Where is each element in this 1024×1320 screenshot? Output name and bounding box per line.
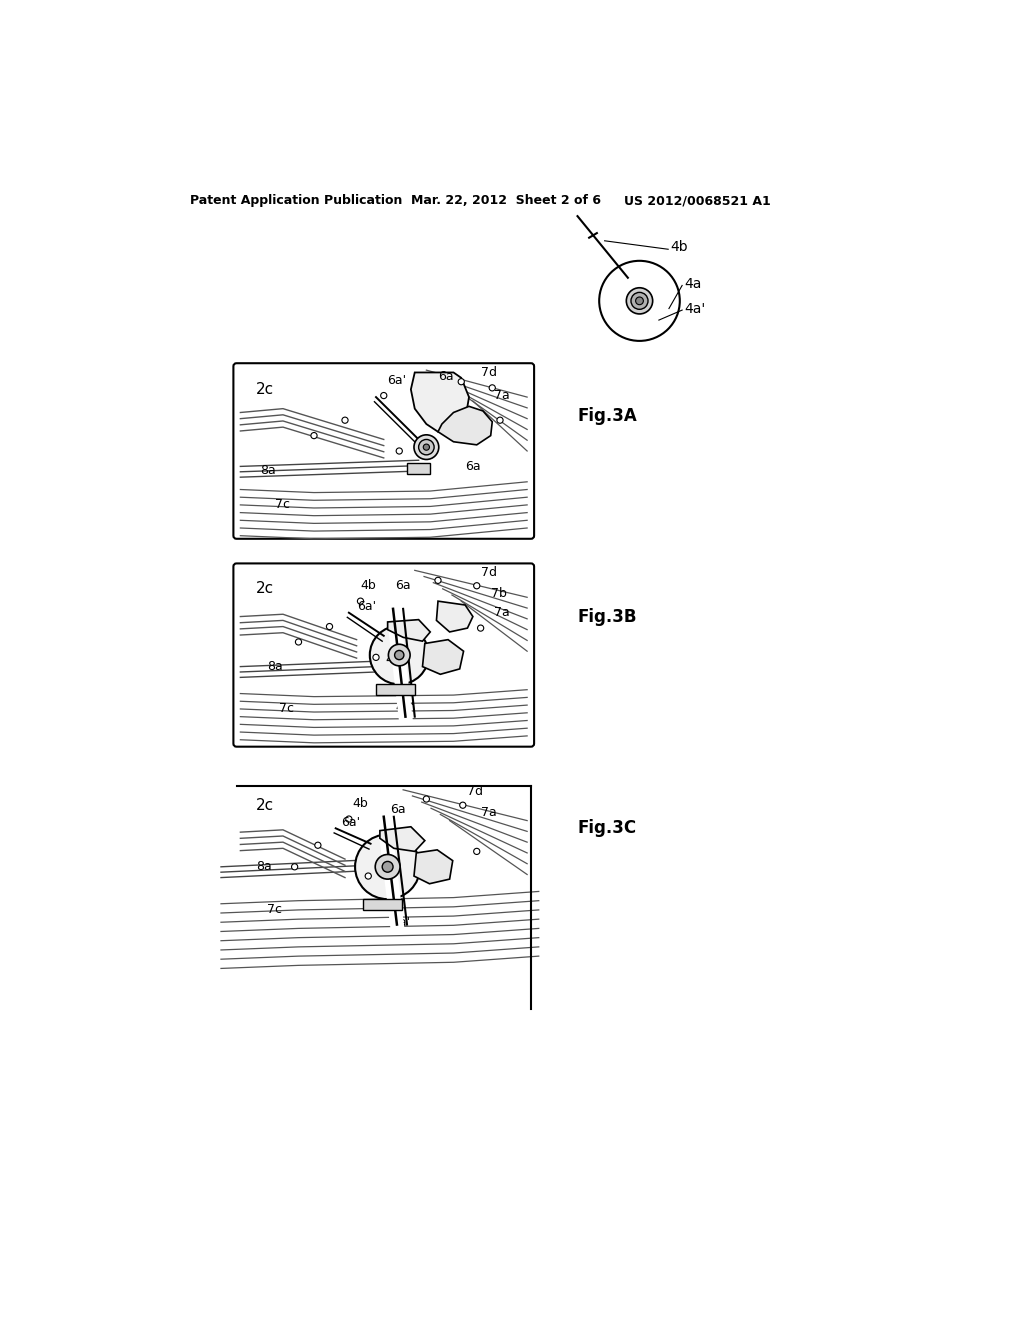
Circle shape [327,623,333,630]
Circle shape [295,639,302,645]
Text: 6a: 6a [438,370,454,383]
Text: 2c: 2c [256,797,274,813]
Circle shape [435,577,441,583]
Text: 7a: 7a [480,807,497,820]
Text: 4a: 4a [376,866,391,879]
Circle shape [346,816,352,822]
Text: 8a: 8a [256,861,271,874]
Text: 6a': 6a' [341,816,360,829]
Text: 6a': 6a' [356,601,376,612]
Polygon shape [388,619,430,642]
Text: US 2012/0068521 A1: US 2012/0068521 A1 [624,194,771,207]
Circle shape [370,626,429,684]
Text: 6a': 6a' [388,374,407,387]
Circle shape [292,863,298,870]
Text: Fig.3B: Fig.3B [578,607,637,626]
Text: 4b: 4b [352,797,369,810]
Text: 7d: 7d [480,366,497,379]
Text: 7d: 7d [467,785,483,797]
Polygon shape [411,372,469,432]
Circle shape [497,417,503,424]
Circle shape [373,655,379,660]
Text: Fig.3A: Fig.3A [578,408,637,425]
Circle shape [414,434,438,459]
Circle shape [599,261,680,341]
Text: 4a': 4a' [391,916,411,929]
Polygon shape [380,826,425,851]
Text: 7b: 7b [458,425,473,438]
Circle shape [388,644,410,665]
Text: 4a': 4a' [684,301,706,315]
Text: 4b: 4b [671,240,688,253]
Polygon shape [438,407,493,445]
Circle shape [382,862,393,873]
Text: Fig.3C: Fig.3C [578,820,637,837]
Circle shape [355,834,420,899]
Text: 4a': 4a' [395,701,415,714]
Circle shape [366,873,372,879]
Text: 6a: 6a [465,459,480,473]
Text: 4a: 4a [684,277,701,290]
Text: 6a: 6a [390,803,406,816]
Circle shape [477,626,483,631]
Text: 4b: 4b [360,579,376,593]
Text: 7c: 7c [275,499,290,511]
Circle shape [396,447,402,454]
Polygon shape [362,899,401,909]
Circle shape [489,385,496,391]
Text: 7c: 7c [267,903,283,916]
Text: 8a: 8a [260,463,275,477]
Text: 7a: 7a [494,389,510,403]
Text: 6a: 6a [439,648,456,661]
Text: Patent Application Publication: Patent Application Publication [190,194,402,207]
Circle shape [627,288,652,314]
Text: 7c: 7c [280,702,294,715]
Text: 8a: 8a [267,660,284,673]
Circle shape [458,379,464,385]
Text: Mar. 22, 2012  Sheet 2 of 6: Mar. 22, 2012 Sheet 2 of 6 [411,194,601,207]
Polygon shape [376,684,415,696]
Polygon shape [436,601,473,632]
Polygon shape [423,640,464,675]
Text: 2c: 2c [256,581,274,595]
Circle shape [460,803,466,808]
Text: 7d: 7d [480,566,497,579]
Text: 6a: 6a [426,861,442,874]
Circle shape [357,598,364,605]
Circle shape [423,444,429,450]
Text: 6a: 6a [395,579,411,593]
Circle shape [419,440,434,455]
Text: 7a: 7a [494,606,510,619]
FancyBboxPatch shape [233,363,535,539]
Circle shape [631,293,648,309]
Circle shape [636,297,643,305]
Circle shape [474,849,480,854]
Polygon shape [407,462,430,474]
Circle shape [474,582,480,589]
Circle shape [314,842,321,849]
Text: 2c: 2c [256,381,274,397]
Text: 7b: 7b [490,587,507,601]
Circle shape [381,392,387,399]
Circle shape [394,651,403,660]
Circle shape [342,417,348,424]
Circle shape [375,854,400,879]
Polygon shape [414,850,453,884]
FancyBboxPatch shape [233,564,535,747]
Text: 4a: 4a [385,653,401,667]
Circle shape [423,796,429,803]
Circle shape [311,433,317,438]
